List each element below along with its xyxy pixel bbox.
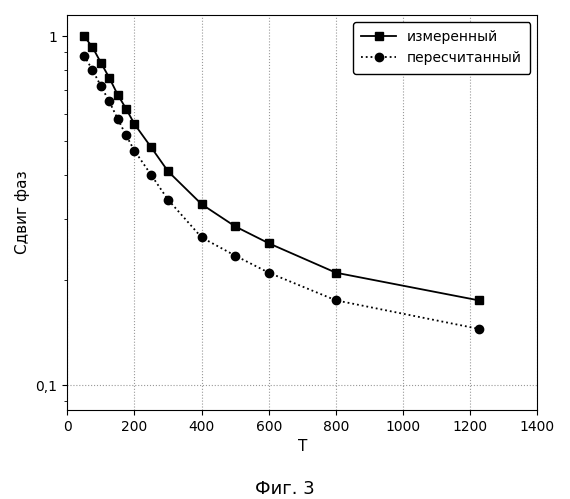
пересчитанный [332,297,339,303]
пересчитанный [148,172,154,178]
Legend: измеренный, пересчитанный: измеренный, пересчитанный [353,22,531,73]
пересчитанный [123,132,129,138]
Text: Фиг. 3: Фиг. 3 [255,480,315,498]
пересчитанный [198,235,205,241]
пересчитанный [232,252,239,258]
Line: измеренный: измеренный [80,32,483,304]
пересчитанный [106,98,113,104]
измеренный [123,106,129,112]
измеренный [97,59,104,65]
измеренный [80,33,87,39]
пересчитанный [165,197,172,203]
измеренный [332,270,339,276]
пересчитанный [97,83,104,89]
пересчитанный [114,116,121,122]
измеренный [198,201,205,207]
пересчитанный [131,148,138,154]
измеренный [148,144,154,150]
измеренный [114,92,121,98]
Line: пересчитанный: пересчитанный [80,51,483,333]
пересчитанный [80,52,87,58]
измеренный [131,121,138,127]
измеренный [475,297,482,303]
измеренный [165,168,172,174]
измеренный [232,224,239,230]
пересчитанный [89,67,96,73]
X-axis label: T: T [298,439,307,454]
измеренный [266,241,272,247]
измеренный [89,44,96,50]
измеренный [106,75,113,81]
пересчитанный [475,326,482,332]
Y-axis label: Сдвиг фаз: Сдвиг фаз [15,171,30,254]
пересчитанный [266,270,272,276]
